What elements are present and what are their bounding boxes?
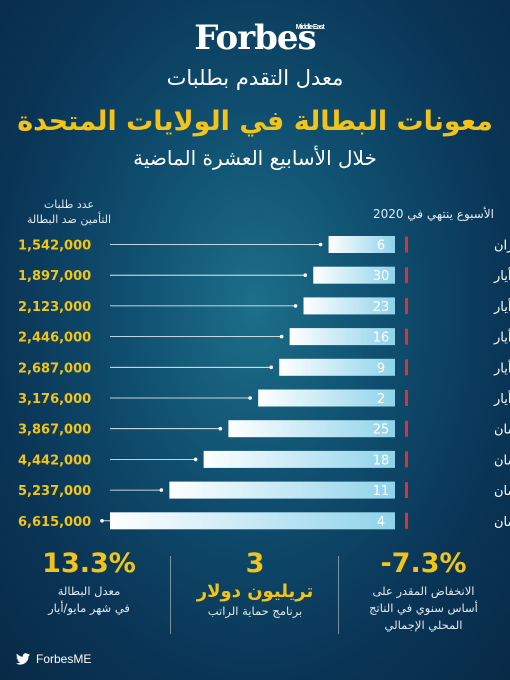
logo-wordmark: Forbes — [194, 18, 316, 58]
connector-dot — [318, 242, 323, 247]
week-day-label: 23 — [373, 300, 390, 315]
stat-gdp-label-line: أساس سنوي في الناتج — [369, 601, 478, 615]
value-label: 2,687,000 — [18, 361, 91, 376]
connector-dot — [100, 519, 104, 523]
bar — [279, 358, 395, 376]
stat-ppp-label: تريليون دولار — [196, 581, 314, 602]
week-marker — [405, 297, 408, 314]
bar — [203, 450, 395, 468]
bar — [110, 512, 395, 530]
bar — [169, 481, 395, 499]
week-marker — [405, 328, 408, 345]
week-marker — [405, 512, 408, 529]
stat-unemployment: 13.3% معدل البطالة في شهر مايو/أيار — [14, 548, 164, 617]
week-day-label: 30 — [373, 269, 390, 284]
stats-divider — [170, 556, 171, 634]
title-line-2: معونات البطالة في الولايات المتحدة — [17, 106, 493, 137]
week-day-label: 18 — [373, 453, 390, 468]
week-column-header: الأسبوع ينتهي في 2020 — [372, 207, 494, 221]
week-day-label: 16 — [373, 331, 390, 346]
week-month-label: أبريل/نيسان — [494, 421, 510, 438]
footer-handle: ForbesME — [36, 652, 92, 666]
value-label: 6,615,000 — [18, 515, 91, 530]
week-month-label: مايو/أيار — [493, 298, 510, 315]
week-marker — [405, 482, 408, 499]
bar — [313, 266, 395, 284]
stat-unemployment-value: 13.3% — [42, 548, 136, 579]
week-month-label: مايو/أيار — [493, 329, 510, 346]
connector-dot — [218, 426, 223, 431]
week-day-label: 6 — [377, 239, 385, 254]
week-day-label: 11 — [373, 484, 390, 499]
week-day-label: 9 — [377, 361, 385, 376]
week-month-label: مايو/أيار — [493, 390, 510, 407]
values-header-line-1: عدد طلبات — [43, 198, 95, 211]
stats-divider — [338, 556, 339, 634]
week-day-label: 2 — [377, 392, 385, 407]
week-marker — [405, 420, 408, 437]
week-month-label: أبريل/نيسان — [494, 482, 510, 499]
week-month-label: أبريل/نيسان — [494, 513, 510, 530]
connector-dot — [279, 334, 284, 339]
stat-unemployment-label-line: في شهر مايو/أيار — [48, 601, 130, 615]
value-label: 1,897,000 — [18, 269, 91, 284]
stat-ppp-sublabel: برنامج حماية الراتب — [207, 604, 303, 618]
value-label: 4,442,000 — [18, 453, 91, 468]
value-label: 2,446,000 — [18, 331, 91, 346]
week-marker — [405, 390, 408, 406]
stat-ppp: 3 تريليون دولار برنامج حماية الراتب — [175, 548, 335, 618]
stat-gdp-label-line: الانخفاض المقدر على — [372, 584, 475, 598]
stat-gdp-label: الانخفاض المقدر على أساس سنوي في الناتج … — [351, 583, 496, 634]
week-marker — [405, 236, 408, 253]
value-label: 1,542,000 — [18, 239, 91, 254]
stat-gdp-value: -7.3% — [380, 548, 467, 579]
footer: ForbesME — [16, 652, 91, 666]
forbes-logo: Forbes Middle East — [0, 18, 510, 58]
bar — [328, 236, 395, 253]
week-marker — [405, 359, 408, 376]
bar — [303, 297, 395, 315]
values-header-line-2: التأمين ضد البطالة — [26, 213, 112, 226]
week-month-label: مايو/أيار — [493, 267, 510, 284]
values-column-header: عدد طلبات التأمين ضد البطالة — [14, 197, 124, 227]
twitter-icon — [16, 653, 30, 665]
bar — [289, 328, 395, 346]
connector-dot — [248, 396, 252, 400]
connector-dot — [269, 365, 274, 370]
stat-ppp-value: 3 — [245, 548, 265, 579]
stat-gdp-label-line: المحلي الإجمالي — [384, 618, 463, 632]
stats-panel: -7.3% الانخفاض المقدر على أساس سنوي في ا… — [0, 548, 510, 648]
value-label: 5,237,000 — [18, 484, 91, 499]
connector-dot — [303, 273, 308, 278]
week-month-label: مايو/أيار — [493, 359, 510, 376]
bar — [258, 389, 395, 407]
value-label: 3,176,000 — [18, 392, 91, 407]
bar — [228, 420, 395, 438]
week-marker — [405, 267, 408, 284]
stat-unemployment-label: معدل البطالة في شهر مايو/أيار — [14, 583, 164, 617]
week-month-label: أبريل/نيسان — [494, 451, 510, 468]
week-marker — [405, 451, 408, 468]
stat-gdp: -7.3% الانخفاض المقدر على أساس سنوي في ا… — [351, 548, 496, 634]
connector-dot — [193, 457, 198, 462]
value-label: 3,867,000 — [18, 423, 91, 438]
connector-dot — [159, 488, 164, 492]
value-label: 2,123,000 — [18, 300, 91, 315]
week-day-label: 4 — [377, 515, 385, 530]
title-line-3: خلال الأسابيع العشرة الماضية — [133, 146, 377, 170]
stat-unemployment-label-line: معدل البطالة — [57, 584, 121, 598]
logo-subtitle: Middle East — [295, 24, 325, 31]
week-day-label: 25 — [373, 423, 390, 438]
connector-dot — [293, 304, 298, 308]
bar-chart: 1,542,000 6 يونيو/حزيران 1,897,000 30 مايو/أي… — [18, 236, 510, 530]
week-month-label: يونيو/حزيران — [494, 239, 510, 254]
title-line-1: معدل التقدم بطلبات — [166, 66, 344, 90]
